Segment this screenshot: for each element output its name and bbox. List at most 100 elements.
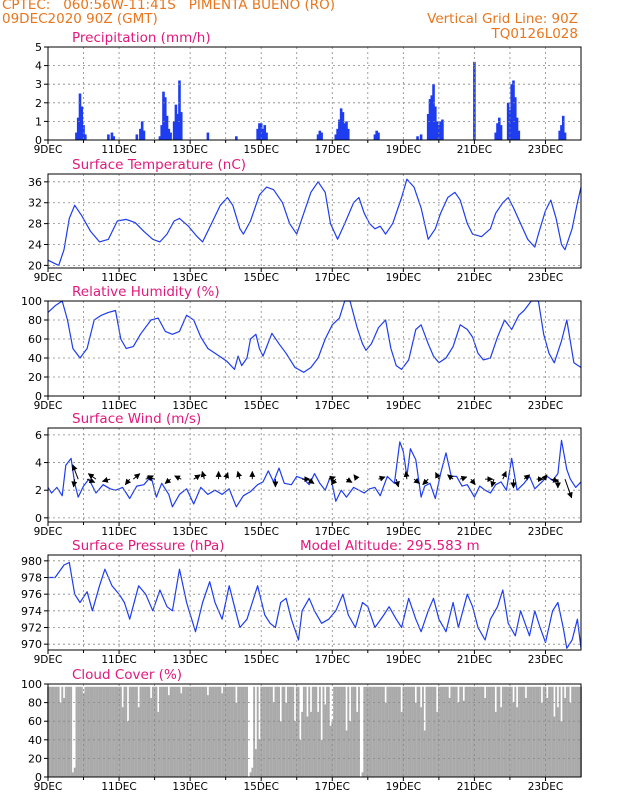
cloud-bar (304, 686, 307, 777)
cloud-bar (111, 686, 113, 777)
cloud-bar (121, 707, 124, 777)
precip-bar (256, 128, 259, 140)
cloud-bar (194, 686, 197, 777)
cloud-bar (153, 686, 156, 777)
cloud-bar (64, 686, 67, 777)
cloud-bar (326, 686, 328, 777)
x-tick-label: 11DEC (101, 400, 136, 412)
wind-arrow (394, 479, 400, 488)
cloud-bar (549, 686, 552, 777)
panel-title: Precipitation (mm/h) (72, 30, 211, 46)
y-tick-label: 24 (28, 239, 42, 252)
cloud-bar (489, 686, 492, 777)
x-tick-label: 15DEC (243, 654, 278, 666)
cloud-bar (95, 686, 97, 777)
precip-bar (176, 113, 179, 140)
cloud-bar (119, 686, 122, 777)
wind-arrow (378, 475, 386, 482)
panel-title: Surface Temperature (nC) (72, 157, 246, 173)
cloud-bar (324, 704, 327, 777)
cloud-bar (501, 686, 504, 777)
cloud-bar (409, 686, 412, 777)
cloud-bar (242, 686, 245, 777)
x-tick-label: 23DEC (528, 526, 563, 538)
precip-bar (419, 134, 423, 140)
cloud-bar (169, 686, 172, 777)
cloud-bar (235, 702, 238, 777)
cloud-bar (546, 697, 549, 777)
cloud-bar (265, 686, 268, 777)
cloud-bar (198, 686, 201, 777)
cloud-bar (187, 686, 190, 777)
cloud-bar (212, 686, 215, 777)
cloud-bar (306, 716, 309, 777)
cloud-bar (263, 686, 266, 777)
wind-arrow (71, 479, 78, 488)
precip-bar (206, 132, 210, 140)
cloud-bar (445, 686, 447, 777)
precip-bar (265, 132, 268, 140)
wind-arrow (331, 478, 338, 486)
wind-arrow (550, 476, 560, 483)
cloud-bar (240, 686, 243, 777)
y-tick-label: 4 (35, 60, 42, 73)
y-tick-label: 4 (35, 457, 42, 470)
precip-bar (165, 115, 169, 140)
x-tick-label: 23DEC (528, 144, 563, 156)
cloud-bar (366, 686, 369, 777)
cloud-bar (281, 686, 284, 777)
precip-bar (318, 130, 322, 140)
precip-bar (499, 125, 503, 140)
cloud-bar (66, 686, 69, 777)
cloud-bar (269, 686, 272, 777)
cloud-bar (491, 686, 494, 777)
cloud-bar (54, 686, 57, 777)
cloud-bar (526, 686, 529, 777)
cloud-bar (446, 686, 449, 777)
y-tick-label: 978 (21, 572, 42, 585)
cloud-bar (416, 686, 419, 777)
cloud-bar (256, 686, 259, 777)
cloud-bar (473, 686, 476, 777)
precip-bar (158, 136, 162, 140)
precip-bar (373, 134, 377, 140)
cloud-bar (572, 686, 575, 777)
cloud-bar (500, 707, 503, 777)
precip-bar (139, 128, 142, 140)
cloud-bar (70, 686, 73, 777)
x-tick-label: 17DEC (315, 526, 350, 538)
cloud-bar (134, 686, 137, 777)
cloud-bar (468, 686, 471, 777)
cloud-bar (251, 767, 254, 777)
cloud-bar (107, 686, 110, 777)
x-tick-label: 19DEC (386, 526, 421, 538)
precip-bar (174, 104, 178, 140)
x-tick-label: 17DEC (315, 272, 350, 284)
cloud-bar (539, 686, 542, 777)
cloud-bar (166, 686, 169, 777)
cloud-bar (567, 686, 570, 777)
cloud-bar (155, 686, 158, 777)
wind-arrow (101, 476, 111, 483)
cloud-bar (542, 686, 545, 777)
precip-bar (563, 132, 567, 140)
cloud-bar (395, 686, 398, 777)
cloud-bar (55, 686, 58, 777)
cloud-bar (139, 686, 142, 777)
cloud-bar (421, 686, 424, 777)
cloud-bar (484, 697, 487, 777)
cloud-bar (469, 686, 472, 777)
cloud-bar (77, 686, 80, 777)
x-tick-label: 23DEC (528, 400, 563, 412)
cloud-bar (96, 686, 99, 777)
cloud-bar (382, 686, 385, 777)
wind-arrow (86, 477, 96, 484)
precip-bar (263, 125, 267, 140)
cloud-bar (375, 686, 378, 777)
cloud-bar (308, 686, 311, 777)
precip-bar (441, 119, 444, 140)
cloud-bar (562, 686, 565, 777)
cloud-bar (310, 711, 312, 777)
precip-bar (75, 132, 78, 140)
y-tick-label: 976 (21, 588, 42, 601)
